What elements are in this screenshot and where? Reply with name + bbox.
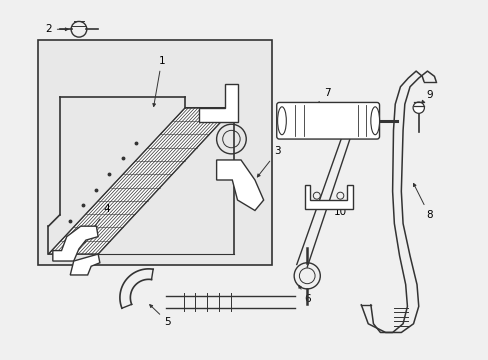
FancyBboxPatch shape [276,103,379,139]
Text: 10: 10 [331,201,346,217]
Text: 6: 6 [298,285,310,304]
Polygon shape [48,108,234,254]
Text: 8: 8 [413,184,432,220]
Polygon shape [199,84,237,122]
Text: 7: 7 [307,88,330,113]
Polygon shape [53,226,98,261]
Text: 3: 3 [257,146,280,177]
Polygon shape [305,185,352,209]
Ellipse shape [277,107,286,135]
Text: 4: 4 [82,204,110,244]
Text: 1: 1 [152,56,165,107]
Ellipse shape [370,107,379,135]
Text: 9: 9 [420,90,432,104]
Polygon shape [216,160,263,211]
FancyBboxPatch shape [38,40,271,265]
Polygon shape [70,254,100,275]
Circle shape [412,102,424,113]
Text: 2: 2 [45,24,68,34]
Text: 5: 5 [149,305,171,327]
